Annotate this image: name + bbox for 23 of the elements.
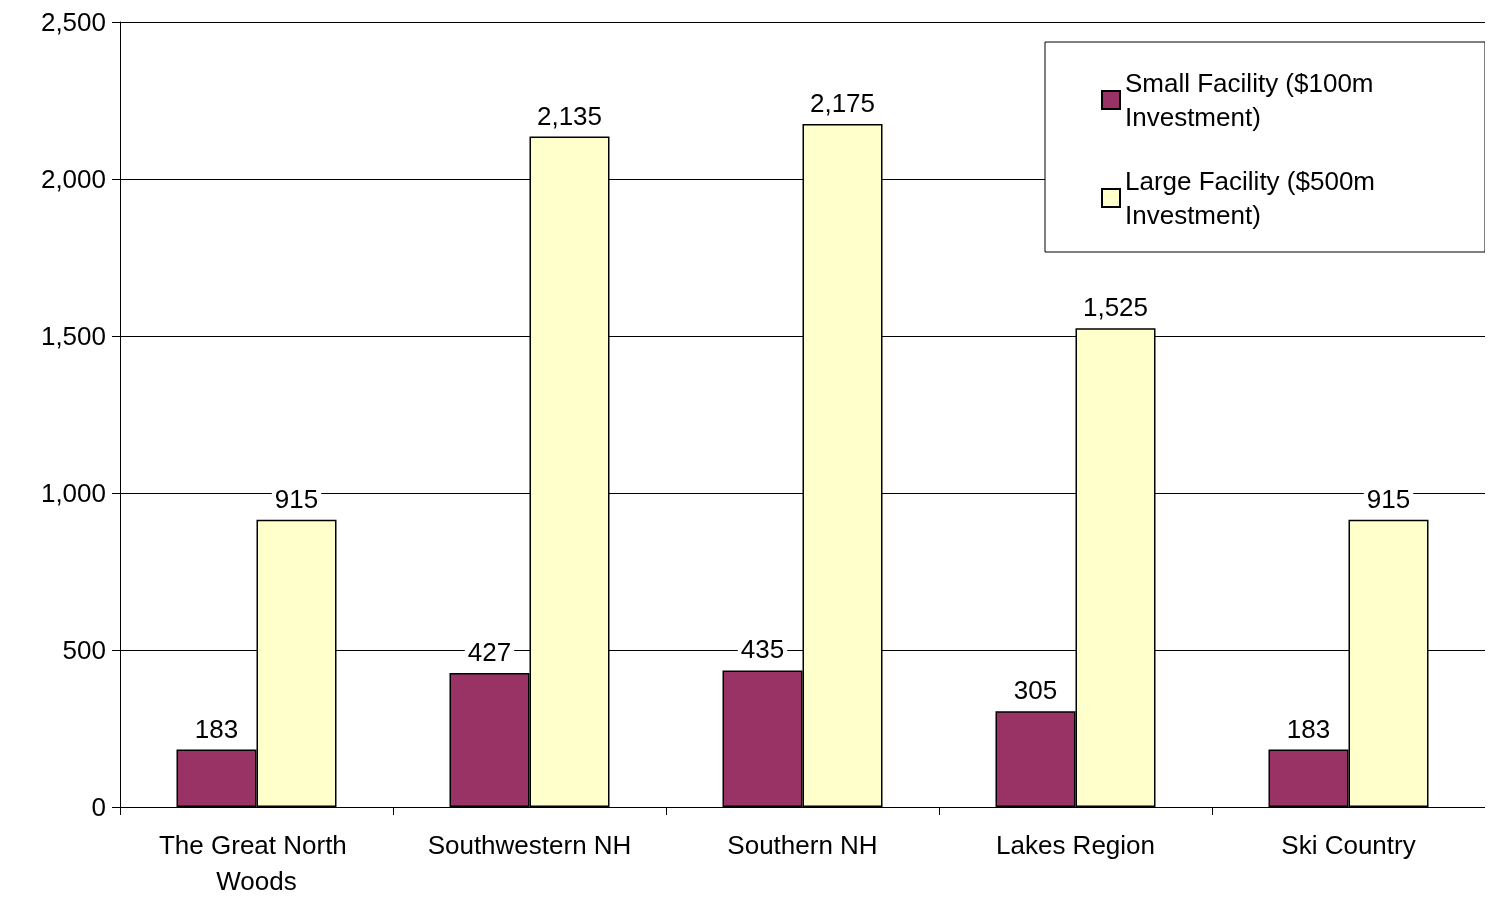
data-label: 435 xyxy=(740,634,785,665)
data-label: 183 xyxy=(194,713,239,744)
data-label: 305 xyxy=(1013,675,1058,706)
x-tick-label: The Great North Woods xyxy=(158,830,355,896)
y-tick-label: 0 xyxy=(91,792,106,822)
y-tick-label: 1,500 xyxy=(40,321,106,351)
y-tick-label: 2,000 xyxy=(40,164,106,194)
y-tick-label: 500 xyxy=(62,635,106,665)
x-tick-label: Ski Country xyxy=(1281,830,1416,860)
data-label: 2,175 xyxy=(809,88,876,119)
x-tick-label: Southwestern NH xyxy=(427,830,632,860)
legend-label: Small Facility ($100m Investment) xyxy=(1125,68,1381,132)
data-label: 915 xyxy=(1366,483,1411,514)
data-label: 2,135 xyxy=(536,100,603,131)
x-tick-label: Southern NH xyxy=(727,830,878,860)
data-label: 427 xyxy=(467,636,512,667)
data-label: 183 xyxy=(1286,713,1331,744)
data-label: 915 xyxy=(274,483,319,514)
data-label: 1,525 xyxy=(1082,292,1149,323)
legend-label: Large Facility ($500m Investment) xyxy=(1125,166,1383,230)
x-tick-label: Lakes Region xyxy=(996,830,1155,860)
y-tick-label: 2,500 xyxy=(40,7,106,37)
y-tick-label: 1,000 xyxy=(40,478,106,508)
